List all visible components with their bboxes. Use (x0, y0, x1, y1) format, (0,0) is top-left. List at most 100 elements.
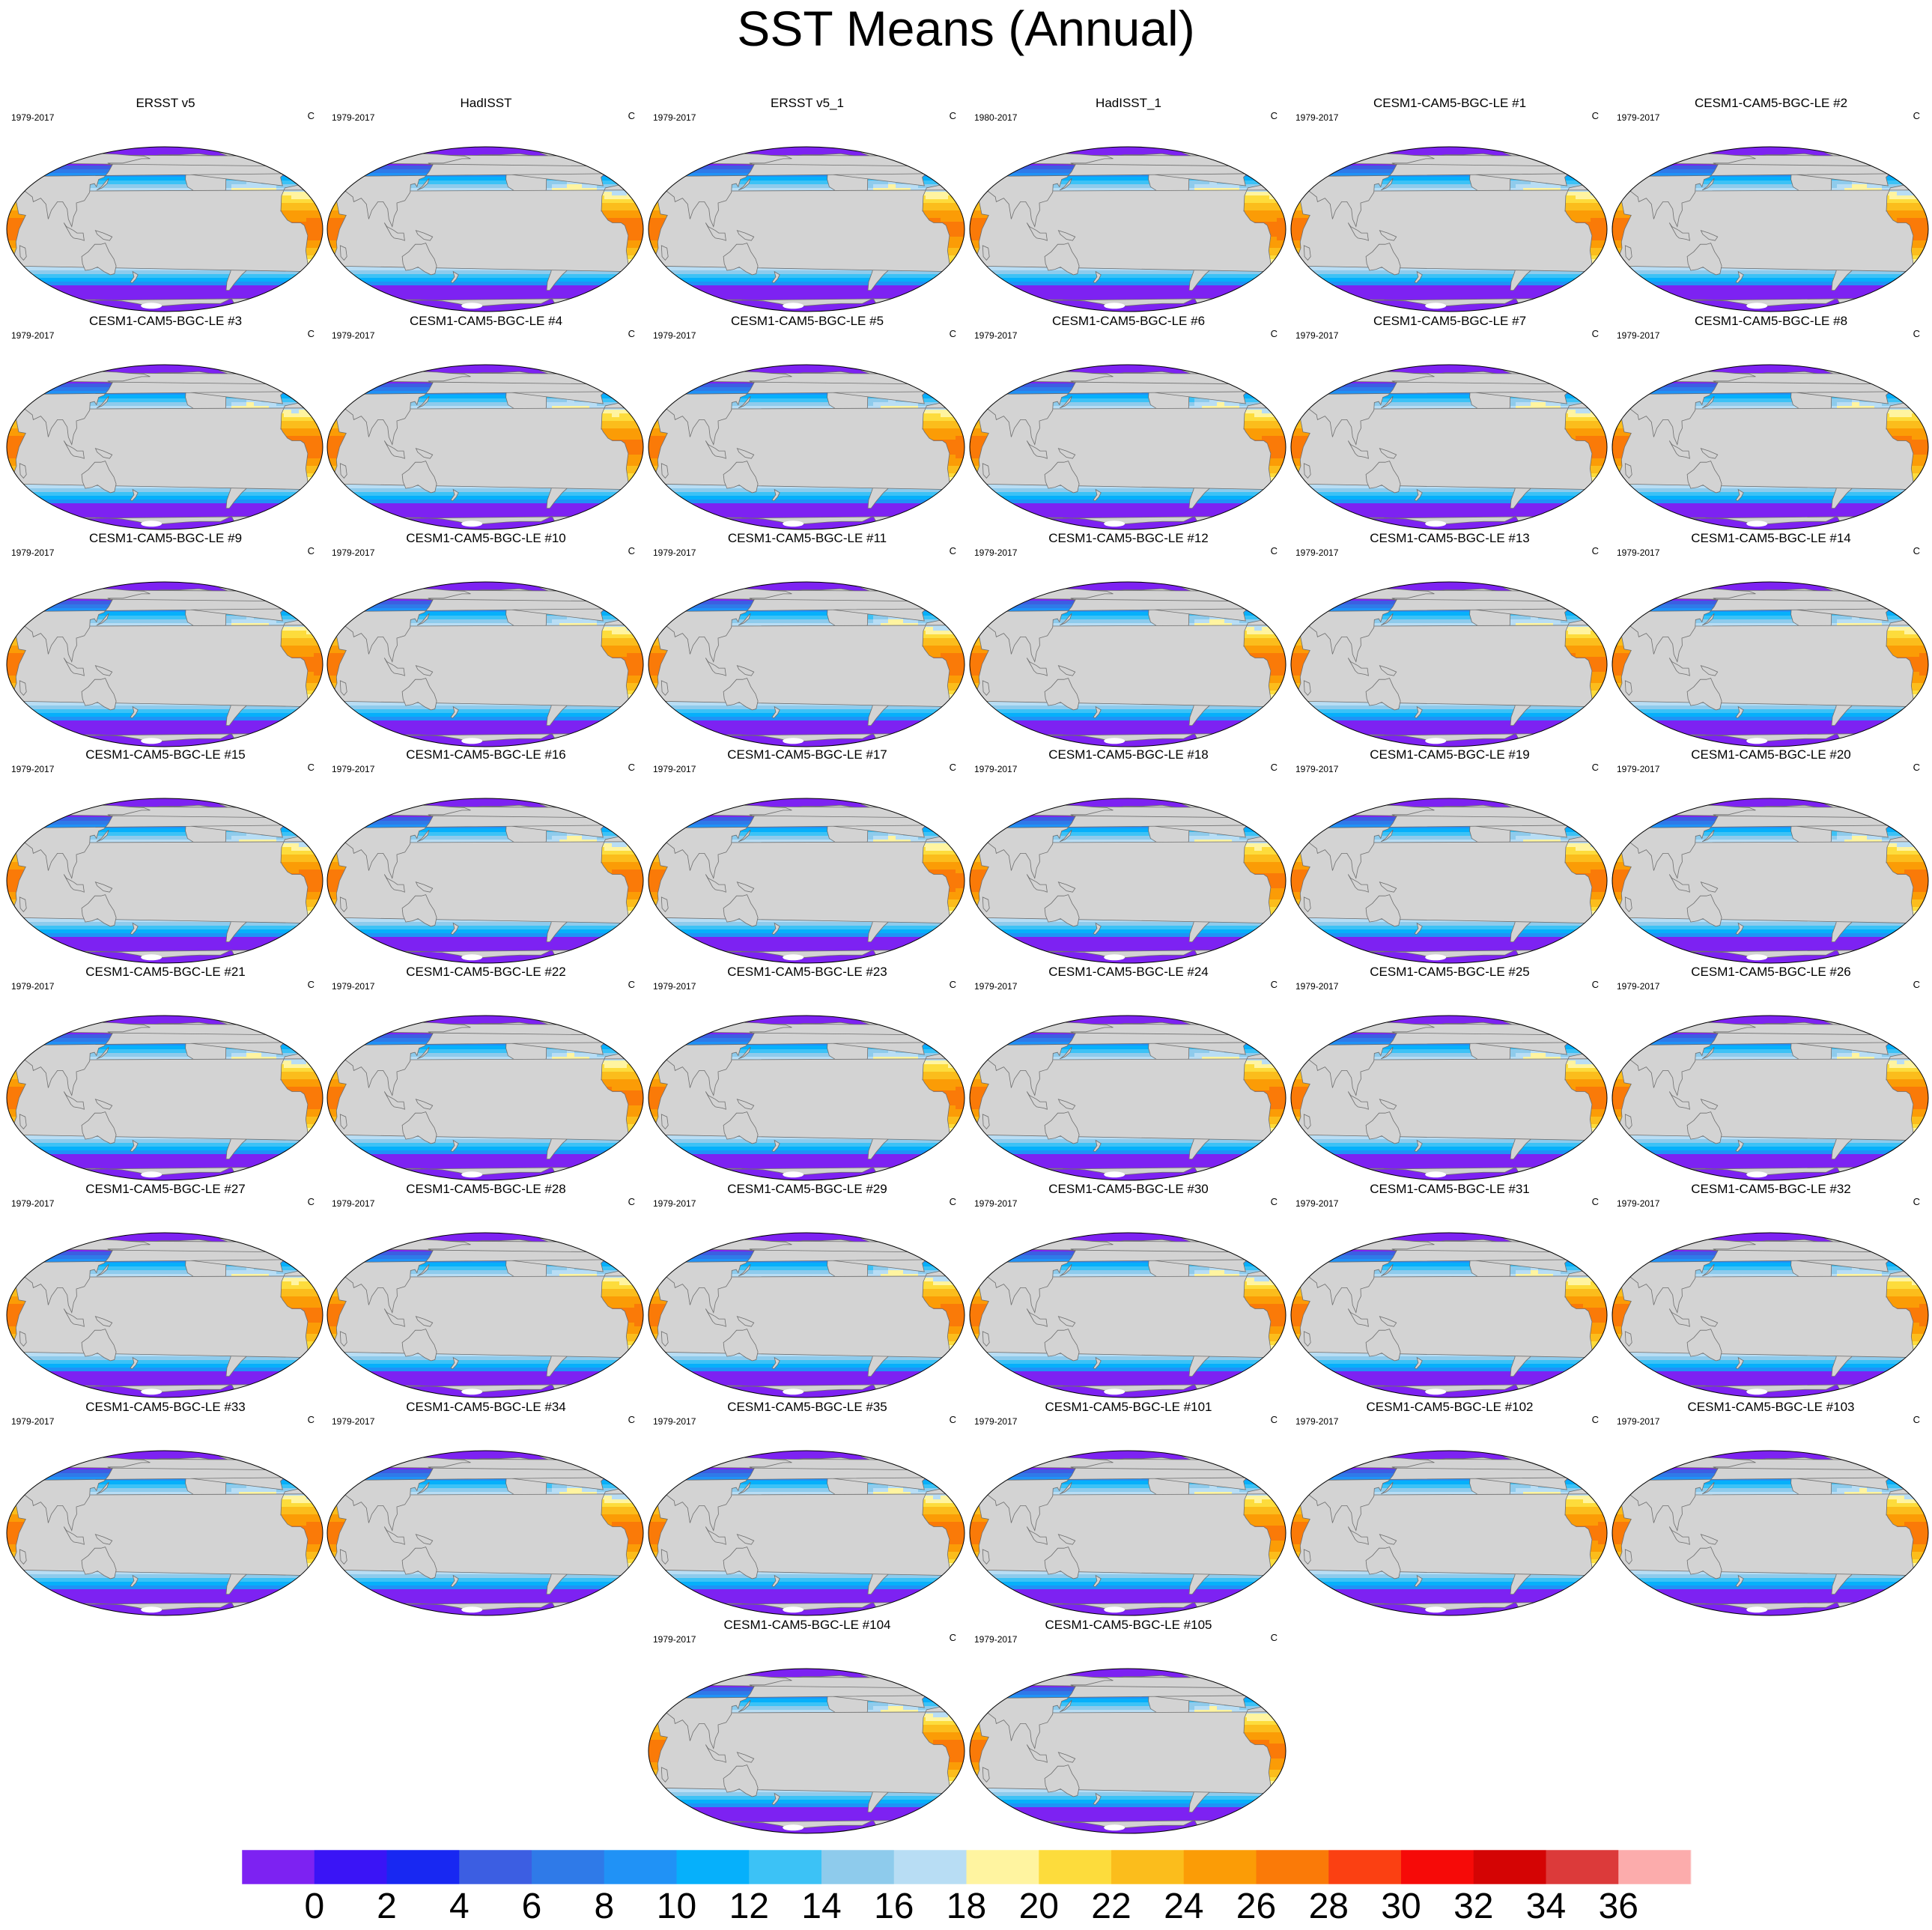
land-mass (401, 461, 437, 494)
sst-field (7, 582, 323, 747)
land-mass (1668, 1308, 1690, 1327)
panel-units: C (628, 1196, 635, 1207)
panel-title: CESM1-CAM5-BGC-LE #14 (1691, 531, 1851, 545)
map-panel: CESM1-CAM5-BGC-LE #15 1979-2017 C (4, 747, 326, 965)
land-mass (1700, 1316, 1719, 1327)
land-mass (1700, 1534, 1719, 1545)
sst-field (648, 582, 965, 747)
land-mass (1379, 1099, 1397, 1110)
panel-years: 1979-2017 (653, 981, 696, 992)
land-mass (1347, 440, 1369, 459)
panel-units: C (1270, 545, 1278, 556)
map-panel: CESM1-CAM5-BGC-LE #104 1979-2017 C (646, 1618, 968, 1835)
panel-units: C (1270, 979, 1278, 990)
panel-title: CESM1-CAM5-BGC-LE #17 (727, 747, 887, 762)
ice-shelf (783, 521, 804, 527)
ice-shelf (783, 1824, 804, 1831)
land-mass (1093, 1792, 1102, 1806)
panel-years: 1979-2017 (653, 1198, 696, 1209)
land-mass (415, 1534, 434, 1545)
page-title: SST Means (Annual) (737, 1, 1195, 56)
colorbar-tick-label: 18 (946, 1887, 987, 1926)
panel-title: CESM1-CAM5-BGC-LE #25 (1370, 965, 1530, 979)
land-mass (94, 1534, 113, 1545)
panel-title: CESM1-CAM5-BGC-LE #7 (1373, 314, 1527, 328)
sst-map (1611, 581, 1929, 747)
panel-title: CESM1-CAM5-BGC-LE #10 (406, 531, 566, 545)
ice-shelf (1746, 303, 1768, 309)
sst-field (1291, 365, 1607, 529)
panel-years: 1979-2017 (974, 330, 1018, 341)
land-mass (1700, 881, 1719, 893)
panel-units: C (949, 1196, 956, 1207)
sst-map (969, 364, 1287, 530)
land-mass (450, 705, 459, 719)
land-mass (1365, 678, 1401, 711)
land-mass (415, 665, 434, 676)
map-panel: CESM1-CAM5-BGC-LE #23 1979-2017 C (646, 965, 968, 1182)
map-border (1611, 1450, 1929, 1616)
panel-units: C (307, 979, 315, 990)
land-mass (1414, 705, 1423, 719)
land-mass (1026, 1308, 1048, 1327)
ice-shelf (783, 954, 804, 961)
panel-title: CESM1-CAM5-BGC-LE #1 (1373, 96, 1527, 110)
sst-field (648, 147, 965, 312)
sst-map (1611, 146, 1929, 312)
land-mass (63, 658, 85, 676)
map-panel: ERSST v5 1979-2017 C (4, 96, 326, 313)
land-mass (1059, 177, 1072, 191)
land-mass (96, 1263, 109, 1277)
land-mass (1379, 448, 1397, 459)
panel-units: C (949, 110, 956, 121)
land-mass (415, 1099, 434, 1110)
land-mass (1303, 245, 1311, 261)
land-mass (771, 1356, 780, 1370)
land-mass (1880, 816, 1889, 824)
panel-years: 1979-2017 (1617, 547, 1660, 558)
map-border (969, 581, 1287, 747)
sst-map (6, 581, 323, 747)
land-mass (1414, 1356, 1423, 1370)
sst-map (648, 581, 965, 747)
land-mass (1624, 463, 1632, 479)
land-mass (705, 440, 726, 459)
map-panel: CESM1-CAM5-BGC-LE #30 1979-2017 C (967, 1182, 1289, 1399)
panel-years: 1979-2017 (974, 1634, 1018, 1645)
panel-title: CESM1-CAM5-BGC-LE #22 (406, 965, 566, 979)
land-mass (771, 1792, 780, 1806)
map-panel: CESM1-CAM5-BGC-LE #18 1979-2017 C (967, 747, 1289, 965)
colorbar-tick-label: 34 (1525, 1887, 1567, 1926)
map-panel: CESM1-CAM5-BGC-LE #31 1979-2017 C (1289, 1182, 1611, 1399)
sst-field (1291, 798, 1607, 963)
colorbar-swatch (459, 1850, 532, 1884)
colorbar-tick-label: 10 (656, 1887, 697, 1926)
ice-shelf (1425, 303, 1447, 309)
colorbar-swatch (1546, 1850, 1619, 1884)
sst-field (648, 1016, 965, 1180)
map-border (969, 798, 1287, 964)
land-mass (736, 665, 755, 676)
land-mass (1057, 1099, 1076, 1110)
land-mass (723, 1547, 759, 1579)
land-mass (1668, 1091, 1690, 1110)
panel-units: C (1913, 110, 1920, 121)
sst-field (970, 1669, 1286, 1833)
panel-title: CESM1-CAM5-BGC-LE #104 (723, 1618, 891, 1632)
panel-years: 1979-2017 (1617, 764, 1660, 774)
land-mass (1880, 1033, 1889, 1041)
ice-shelf (1104, 303, 1126, 309)
colorbar-tick-label: 20 (1018, 1887, 1059, 1926)
land-mass (94, 1316, 113, 1327)
land-mass (1238, 1250, 1247, 1258)
colorbar-swatch (749, 1850, 822, 1884)
panel-years: 1979-2017 (332, 112, 375, 123)
ice-shelf (1746, 521, 1768, 527)
ice-shelf (461, 1171, 483, 1178)
land-mass (1624, 1331, 1632, 1347)
ice-shelf (783, 1389, 804, 1395)
map-panel: CESM1-CAM5-BGC-LE #19 1979-2017 C (1289, 747, 1611, 965)
land-mass (383, 1308, 405, 1327)
land-mass (1701, 1263, 1715, 1277)
land-mass (275, 1468, 284, 1476)
